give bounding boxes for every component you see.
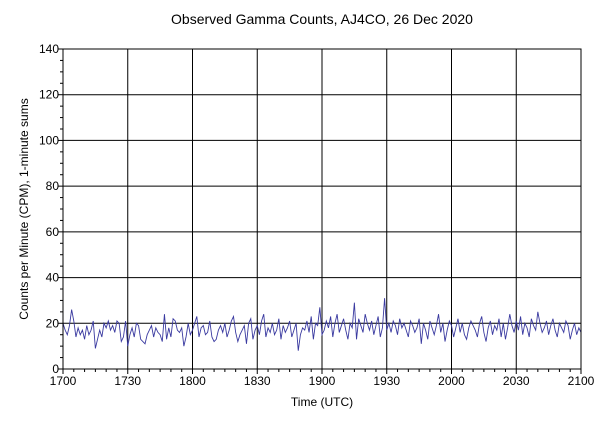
x-tick-label: 1730 bbox=[114, 374, 141, 388]
x-tick-label: 1930 bbox=[373, 374, 400, 388]
y-tick-label: 60 bbox=[46, 225, 60, 239]
y-axis-label: Counts per Minute (CPM), 1-minute sums bbox=[17, 98, 31, 319]
y-tick-label: 40 bbox=[46, 271, 60, 285]
x-tick-label: 2030 bbox=[503, 374, 530, 388]
y-tick-label: 80 bbox=[46, 179, 60, 193]
y-tick-label: 140 bbox=[39, 42, 59, 56]
y-axis-ticks: 0 20 40 60 80 100 120 140 bbox=[39, 42, 63, 376]
series-layer bbox=[62, 298, 582, 351]
x-tick-label: 2000 bbox=[438, 374, 465, 388]
grid bbox=[63, 49, 581, 369]
y-tick-label: 0 bbox=[52, 362, 59, 376]
x-axis-label: Time (UTC) bbox=[291, 395, 353, 409]
y-tick-label: 120 bbox=[39, 88, 59, 102]
x-tick-label: 1830 bbox=[244, 374, 271, 388]
x-axis-ticks: 1700 1730 1800 1830 1900 1930 2000 2030 2100 bbox=[50, 369, 595, 388]
x-tick-label: 2100 bbox=[568, 374, 595, 388]
series-line-gamma-counts bbox=[62, 298, 582, 351]
x-tick-label: 1700 bbox=[50, 374, 77, 388]
y-tick-label: 100 bbox=[39, 133, 59, 147]
y-tick-label: 20 bbox=[46, 316, 60, 330]
chart-title: Observed Gamma Counts, AJ4CO, 26 Dec 202… bbox=[171, 11, 473, 27]
x-tick-label: 1800 bbox=[179, 374, 206, 388]
x-tick-label: 1900 bbox=[309, 374, 336, 388]
